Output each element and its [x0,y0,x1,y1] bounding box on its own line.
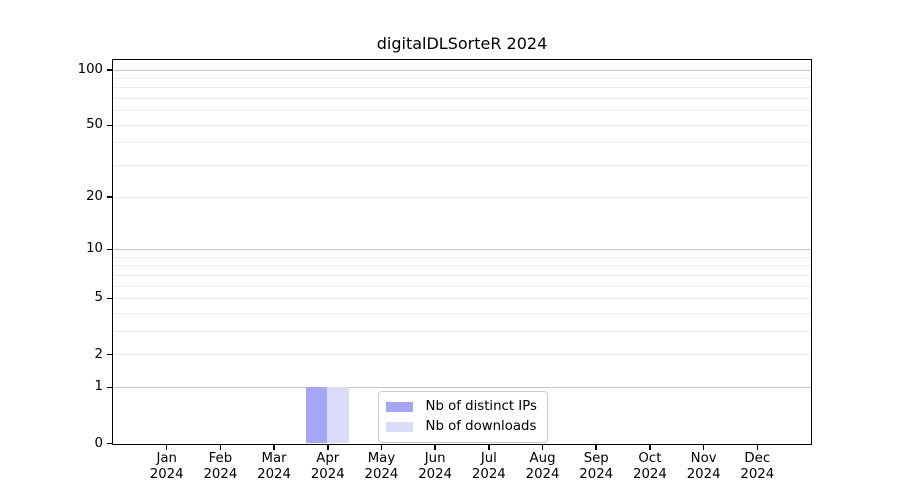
x-tick-label-month: Aug [529,451,556,466]
y-gridline-minor [113,110,811,112]
y-tick [107,353,112,356]
x-tick-label: Jan 2024 [135,451,199,482]
y-gridline-minor [113,98,811,100]
y-gridline-minor [113,265,811,267]
x-tick [702,445,705,450]
x-tick-label-month: Oct [638,451,662,466]
x-tick-label-year: 2024 [579,466,614,482]
x-tick-label: Jul 2024 [457,451,521,482]
x-tick-label: Nov 2024 [672,451,736,482]
y-gridline-minor [113,87,811,89]
y-tick [107,124,112,127]
y-tick [107,69,112,71]
legend-item: Nb of distinct IPs [385,397,537,417]
x-tick-label-month: Jul [480,451,497,466]
y-gridline-major [113,69,811,71]
y-gridline-minor [113,165,811,167]
legend-label: Nb of distinct IPs [425,399,537,414]
legend-swatch-downloads [385,421,413,432]
bar-distinct-ips [305,386,328,443]
y-gridline-minor [113,297,811,299]
y-gridline-minor [113,196,811,198]
x-tick [595,445,597,450]
x-tick-label-year: 2024 [686,466,721,482]
x-tick-label: Dec 2024 [725,451,789,482]
y-tick [107,442,112,445]
y-gridline-minor [113,330,811,332]
y-gridline-major [113,248,811,250]
legend-item: Nb of downloads [385,417,537,437]
legend-swatch-distinct-ips [385,401,413,412]
legend-label: Nb of downloads [425,419,537,434]
chart-title: digitalDLSorteR 2024 [376,34,548,53]
x-tick-label: Mar 2024 [242,451,306,482]
x-tick-label: Oct 2024 [618,451,682,482]
plot-area: Nb of distinct IPs Nb of downloads [112,59,812,445]
x-tick-label-month: Mar [261,451,287,466]
y-tick [107,196,112,198]
y-tick [107,297,112,300]
x-tick [219,445,222,450]
x-tick-label-month: Sep [583,451,609,466]
y-tick-label: 50 [86,117,103,133]
y-gridline-minor [113,77,811,79]
y-tick-label: 5 [94,290,103,306]
y-tick-label: 0 [94,435,103,451]
y-tick-label: 1 [94,379,103,395]
y-gridline-major [113,386,811,388]
y-tick-label: 2 [94,346,103,362]
x-tick-label-month: Feb [208,451,233,466]
x-tick-label-month: Apr [316,451,340,466]
y-tick [107,386,112,389]
x-tick [273,445,275,450]
x-tick [165,445,168,450]
y-gridline-minor [113,124,811,126]
y-tick [107,248,112,251]
x-tick-label: Sep 2024 [564,451,628,482]
x-tick-label-month: Nov [690,451,717,466]
x-tick-label-year: 2024 [418,466,453,482]
x-tick-label-month: Jun [424,451,446,466]
x-tick [649,445,651,450]
bar-downloads [327,386,349,443]
y-tick-label: 10 [86,241,103,257]
x-tick-label-year: 2024 [471,466,506,482]
x-tick-label-year: 2024 [149,466,184,482]
y-tick-label: 20 [86,189,103,205]
x-tick-label-year: 2024 [740,466,775,482]
x-tick-label-year: 2024 [257,466,291,482]
y-gridline-minor [113,256,811,258]
x-tick-label: Apr 2024 [296,451,360,482]
x-tick-label-month: Dec [744,451,771,466]
x-tick [541,445,544,450]
x-tick-label-month: Jan [156,451,177,466]
x-tick-label-year: 2024 [633,466,667,482]
x-tick [327,445,329,450]
y-gridline-minor [113,142,811,144]
x-tick [380,445,383,450]
legend: Nb of distinct IPs Nb of downloads [377,390,548,443]
y-gridline-minor [113,312,811,314]
x-tick-label-year: 2024 [310,466,345,482]
x-tick-label: May 2024 [349,451,413,482]
x-tick-label-year: 2024 [525,466,560,482]
x-tick [488,445,490,450]
x-tick-label-year: 2024 [364,466,399,482]
x-tick-label: Feb 2024 [188,451,252,482]
x-tick-label-year: 2024 [203,466,238,482]
x-tick [756,445,759,450]
x-tick-label: Aug 2024 [511,451,575,482]
y-gridline-minor [113,285,811,287]
x-tick-label-month: May [367,451,396,466]
y-tick-label: 100 [77,62,103,77]
y-gridline-minor [113,354,811,356]
y-gridline-minor [113,274,811,276]
x-tick-label: Jun 2024 [403,451,467,482]
x-tick [434,445,436,450]
